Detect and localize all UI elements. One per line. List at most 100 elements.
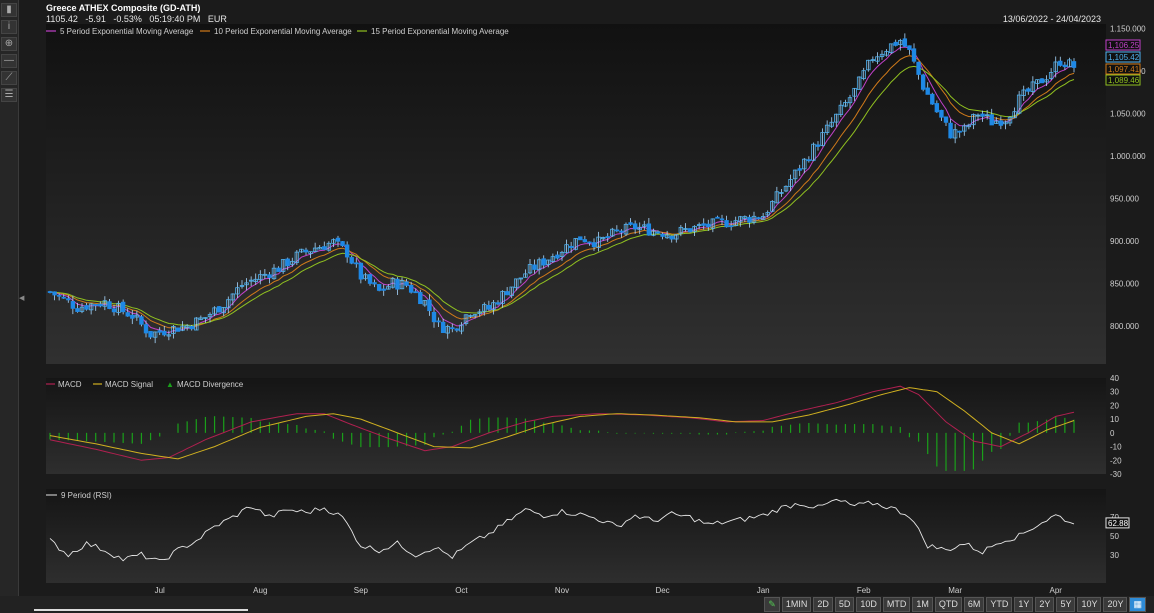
candle-body [459,324,464,332]
candle-body [971,113,976,126]
range-button-5d[interactable]: 5D [834,597,855,612]
candle-body [372,282,377,285]
candle-body [578,236,583,241]
candle-body [888,43,894,53]
candle-body [303,249,309,253]
candle-body [354,262,359,265]
candle-body [88,303,94,311]
candle-body [957,130,962,133]
candle-body [1016,94,1022,114]
candle-body [564,244,569,254]
candle-body [482,304,487,312]
candle-body [733,220,738,227]
candle-body [381,288,386,291]
candle-body [1007,116,1013,124]
last-value-label: 1,097.41 [1108,65,1140,74]
scroll-indicator[interactable] [34,609,248,611]
candle-body [884,50,889,56]
range-button-10d[interactable]: 10D [856,597,881,612]
rsi-line-group: 62.88 [49,498,1130,562]
range-button-mtd[interactable]: MTD [882,597,911,612]
candle-body [911,48,917,62]
candle-body [536,259,542,271]
candle-body [847,97,853,104]
chart-svg[interactable]: Greece ATHEX Composite (GD-ATH) 1105.42 … [24,0,1150,596]
candle-body [349,257,354,264]
price-tick-label: 1.000.000 [1110,152,1146,161]
candle-body [66,298,71,301]
info-shield-icon[interactable]: i [1,20,17,34]
candle-body [669,235,674,240]
candle-body [692,225,697,232]
range-button-6m[interactable]: 6M [963,597,985,612]
list-icon[interactable]: ☰ [1,88,17,102]
price-tick-label: 950.000 [1110,194,1139,203]
range-button-1min[interactable]: 1MIN [781,597,812,612]
range-button-5y[interactable]: 5Y [1056,597,1076,612]
range-button-2y[interactable]: 2Y [1035,597,1055,612]
range-button-1m[interactable]: 1M [912,597,933,612]
draw-tool-icon[interactable]: ✎ [764,597,780,612]
candle-body [248,279,254,282]
candle-body [98,303,103,307]
rsi-tick-label: 50 [1110,532,1119,541]
collapse-arrow-icon[interactable]: ◀ [19,295,25,302]
crosshair-icon[interactable]: ⊕ [1,37,17,51]
range-button-20y[interactable]: 20Y [1103,597,1128,612]
price-panel[interactable] [46,24,1106,364]
candle-body [47,291,53,293]
candle-body [157,330,162,333]
range-button-2d[interactable]: 2D [813,597,833,612]
rsi-panel[interactable] [46,489,1106,583]
legend-label: 5 Period Exponential Moving Average [60,27,194,36]
calendar-icon[interactable]: ▦ [1129,597,1146,612]
horizontal-line-icon[interactable]: — [1,54,17,68]
candle-body [943,116,949,123]
candle-body [747,216,752,223]
candle-body [1067,59,1072,68]
candle-body [655,231,661,234]
candle-body [175,327,181,332]
candle-body [925,87,930,95]
candle-body [975,114,981,117]
candle-body [134,314,140,318]
candle-body [811,143,816,161]
candle-body [413,291,418,294]
macd-panel[interactable] [46,378,1106,474]
candle-body [463,314,469,324]
candle-body [527,264,533,274]
candle-body [952,129,958,139]
legend-label: 10 Period Exponential Moving Average [214,27,352,36]
candle-body [1048,72,1054,79]
range-button-10y[interactable]: 10Y [1077,597,1102,612]
candle-body [1044,79,1049,83]
candle-body [271,267,277,280]
candle-body [194,317,199,331]
range-button-qtd[interactable]: QTD [934,597,962,612]
x-tick-label: Aug [253,586,267,595]
candle-body [1035,79,1040,84]
candle-body [285,258,290,267]
candle-body [555,254,560,259]
candle-body [166,334,172,337]
range-button-ytd[interactable]: YTD [986,597,1013,612]
candle-body [207,314,213,318]
candle-body [829,121,834,127]
macd-tick-label: 10 [1110,415,1119,424]
macd-tick-label: 30 [1110,388,1119,397]
quote-line: 1105.42 -5.91 -0.53% 05:19:40 PM EUR [46,14,227,24]
candle-body [299,248,304,253]
candle-body [751,215,757,223]
x-tick-label: Mar [948,586,962,595]
candle-body [390,278,396,288]
candle-body [212,307,217,315]
bar-chart-icon[interactable]: ▮ [1,3,17,17]
candle-body [468,315,473,317]
trend-line-icon[interactable]: ⟋ [1,71,17,85]
candle-body [916,61,921,75]
candle-body [120,301,126,313]
x-tick-label: Apr [1049,586,1062,595]
last-value-label: 1,106.25 [1108,41,1140,50]
range-button-1y[interactable]: 1Y [1014,597,1034,612]
candle-body [70,301,76,309]
